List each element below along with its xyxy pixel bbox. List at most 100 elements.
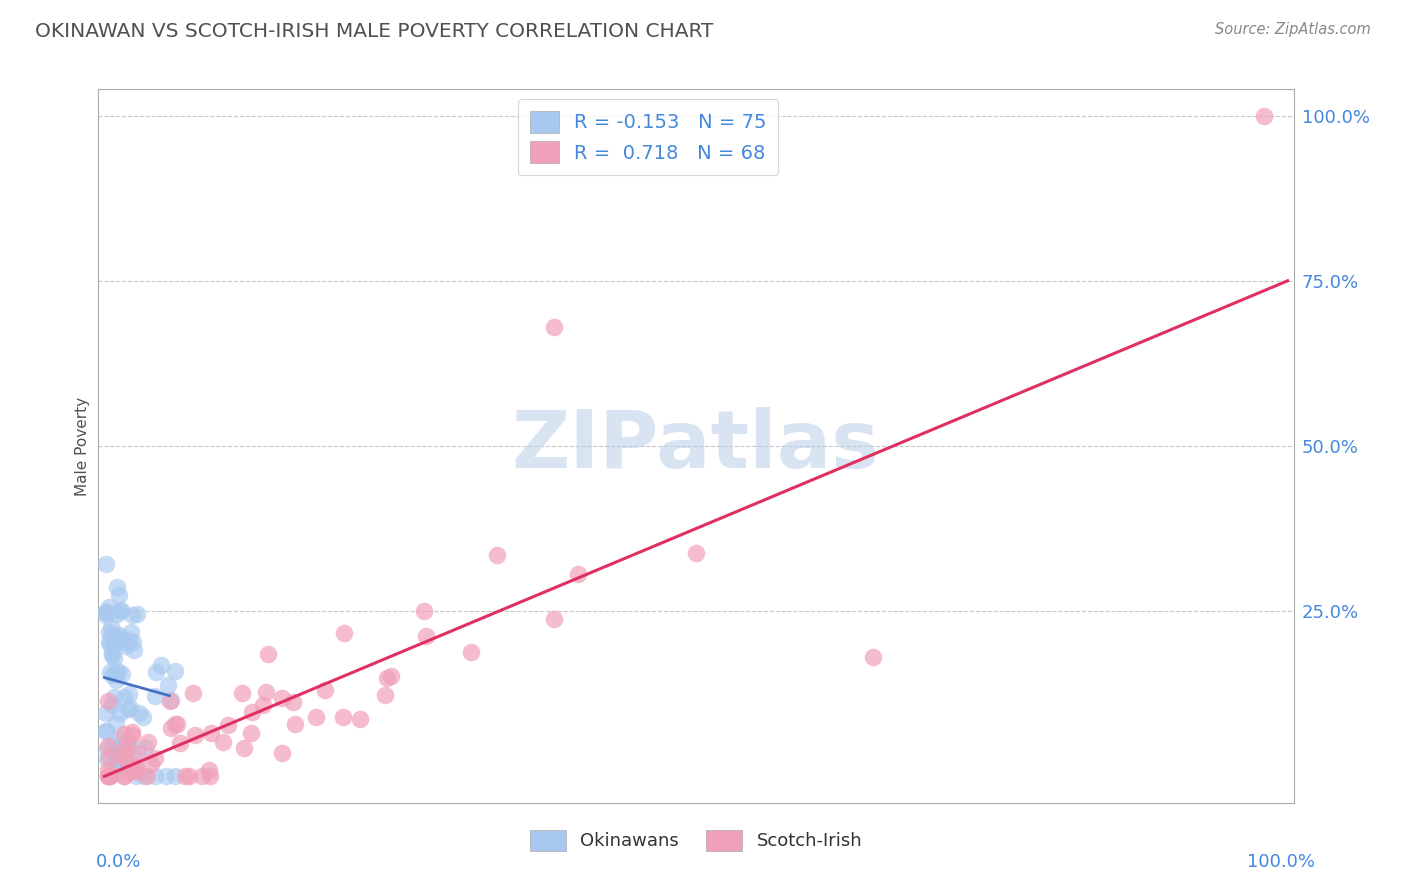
Point <box>125 607 148 621</box>
Point <box>94 723 117 738</box>
Point <box>101 668 124 682</box>
Point <box>200 769 222 783</box>
Point <box>108 732 131 747</box>
Point <box>94 605 117 619</box>
Text: OKINAWAN VS SCOTCH-IRISH MALE POVERTY CORRELATION CHART: OKINAWAN VS SCOTCH-IRISH MALE POVERTY CO… <box>35 22 713 41</box>
Point <box>145 689 167 703</box>
Point <box>165 664 187 678</box>
Point <box>103 650 125 665</box>
Point <box>98 600 121 615</box>
Point <box>166 717 188 731</box>
Point <box>543 320 565 334</box>
Point <box>200 726 222 740</box>
Point <box>412 604 434 618</box>
Point <box>163 716 186 731</box>
Point <box>143 769 166 783</box>
Point <box>333 626 356 640</box>
Point <box>284 717 307 731</box>
Point <box>105 756 128 770</box>
Point <box>103 634 125 648</box>
Point <box>233 741 256 756</box>
Point <box>98 769 121 783</box>
Point <box>159 693 181 707</box>
Point <box>96 741 118 756</box>
Text: 0.0%: 0.0% <box>96 853 141 871</box>
Point <box>97 739 120 754</box>
Point <box>128 706 150 721</box>
Point <box>107 762 129 776</box>
Point <box>104 715 127 730</box>
Point <box>114 639 136 653</box>
Point <box>94 706 117 720</box>
Point <box>254 685 277 699</box>
Point <box>97 769 120 783</box>
Point <box>108 632 131 647</box>
Point <box>112 690 135 704</box>
Point <box>374 688 396 702</box>
Point <box>117 701 139 715</box>
Point <box>145 665 167 680</box>
Point <box>97 625 120 640</box>
Point <box>97 769 120 783</box>
Point <box>105 607 128 621</box>
Point <box>94 557 117 571</box>
Point <box>114 743 136 757</box>
Point <box>127 765 149 780</box>
Point <box>181 686 204 700</box>
Point <box>121 607 143 622</box>
Point <box>314 682 336 697</box>
Point <box>157 678 180 692</box>
Point <box>97 763 120 777</box>
Point <box>143 751 166 765</box>
Point <box>271 691 294 706</box>
Point <box>96 607 118 622</box>
Point <box>150 658 173 673</box>
Point <box>198 763 221 777</box>
Point <box>110 741 132 756</box>
Point <box>98 769 121 783</box>
Point <box>281 695 304 709</box>
Point <box>101 698 124 712</box>
Point <box>121 728 143 742</box>
Point <box>256 647 278 661</box>
Point <box>111 749 134 764</box>
Y-axis label: Male Poverty: Male Poverty <box>75 396 90 496</box>
Point <box>169 736 191 750</box>
Point <box>118 701 141 715</box>
Point <box>97 694 120 708</box>
Point <box>460 645 482 659</box>
Point <box>184 728 207 742</box>
Point <box>105 580 128 594</box>
Point <box>240 705 263 719</box>
Point <box>177 769 200 783</box>
Point <box>112 727 135 741</box>
Point <box>115 733 138 747</box>
Point <box>155 769 177 783</box>
Point <box>165 769 187 783</box>
Point <box>98 637 121 651</box>
Point <box>212 735 235 749</box>
Text: Source: ZipAtlas.com: Source: ZipAtlas.com <box>1215 22 1371 37</box>
Point <box>567 566 589 581</box>
Point <box>105 756 128 770</box>
Point <box>112 634 135 648</box>
Point <box>120 739 142 753</box>
Point <box>118 764 141 779</box>
Point <box>108 706 131 720</box>
Point <box>1253 109 1275 123</box>
Point <box>114 752 136 766</box>
Point <box>136 734 159 748</box>
Point <box>174 769 197 783</box>
Point <box>270 747 292 761</box>
Point <box>240 725 263 739</box>
Point <box>685 546 707 560</box>
Point <box>231 686 253 700</box>
Point <box>122 752 145 766</box>
Point <box>415 630 437 644</box>
Point <box>132 710 155 724</box>
Point <box>98 634 121 648</box>
Point <box>100 629 122 643</box>
Point <box>159 694 181 708</box>
Legend: Okinawans, Scotch-Irish: Okinawans, Scotch-Irish <box>523 822 869 858</box>
Point <box>862 650 884 665</box>
